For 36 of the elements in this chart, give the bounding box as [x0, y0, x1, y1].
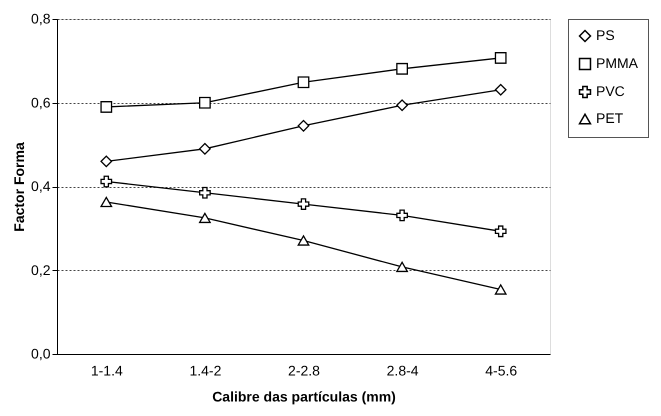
- point: [298, 198, 310, 210]
- y-tick-label: 0,2: [31, 262, 51, 278]
- point: [298, 76, 310, 88]
- x-tick-label: 2-2.8: [288, 362, 320, 378]
- point: [396, 99, 408, 112]
- y-tick-label: 0,8: [31, 10, 51, 26]
- y-axis-title: Factor Forma: [11, 142, 28, 232]
- point: [494, 52, 507, 64]
- point: [199, 142, 211, 155]
- point: [396, 62, 408, 75]
- point: [298, 235, 310, 246]
- point: [199, 212, 211, 224]
- y-tick-label: 0,6: [31, 94, 51, 110]
- point: [396, 210, 408, 222]
- x-tick-label: 4-5.6: [485, 362, 518, 378]
- legend-label: PET: [596, 110, 624, 126]
- point: [494, 225, 507, 238]
- x-tick-label: 2.8-4: [386, 362, 419, 378]
- point: [494, 284, 507, 295]
- point: [494, 84, 507, 96]
- legend-label: PVC: [596, 83, 625, 99]
- point: [396, 262, 408, 272]
- y-tick-label: 0,0: [31, 346, 51, 362]
- legend-label: PS: [596, 27, 615, 43]
- point: [100, 176, 112, 188]
- y-tick-label: 0,4: [31, 178, 51, 194]
- point: [298, 120, 310, 132]
- x-tick-label: 1-1.4: [90, 362, 123, 378]
- point: [100, 101, 112, 113]
- x-tick-label: 1.4-2: [189, 362, 222, 378]
- legend-label: PMMA: [596, 55, 639, 71]
- point: [100, 196, 112, 208]
- point: [199, 186, 211, 199]
- point: [100, 155, 112, 168]
- point: [199, 96, 211, 109]
- x-axis-title: Calibre das partículas (mm): [212, 388, 396, 404]
